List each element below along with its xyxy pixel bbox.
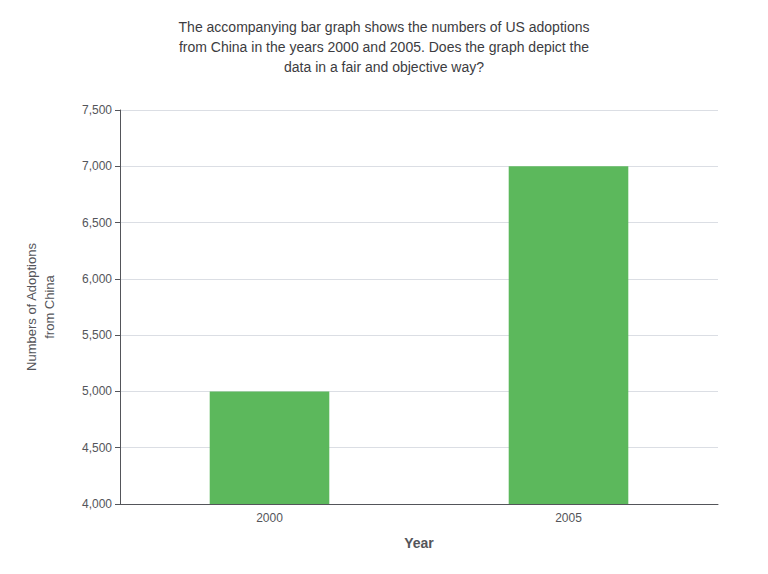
svg-text:Numbers of Adoptions: Numbers of Adoptions [24,243,39,371]
svg-text:5,000: 5,000 [82,384,112,398]
svg-text:data in a fair and objective w: data in a fair and objective way? [284,59,484,75]
svg-text:The accompanying bar graph sho: The accompanying bar graph shows the num… [179,19,590,35]
svg-text:2005: 2005 [555,511,582,525]
svg-text:5,500: 5,500 [82,328,112,342]
svg-text:from China: from China [42,274,57,338]
svg-text:4,500: 4,500 [82,441,112,455]
svg-text:6,500: 6,500 [82,216,112,230]
svg-text:7,500: 7,500 [82,103,112,117]
svg-text:6,000: 6,000 [82,272,112,286]
svg-text:2000: 2000 [256,511,283,525]
svg-text:4,000: 4,000 [82,497,112,511]
svg-text:from China in the years 2000 a: from China in the years 2000 and 2005. D… [179,39,589,55]
svg-text:Year: Year [404,535,434,551]
svg-text:7,000: 7,000 [82,159,112,173]
